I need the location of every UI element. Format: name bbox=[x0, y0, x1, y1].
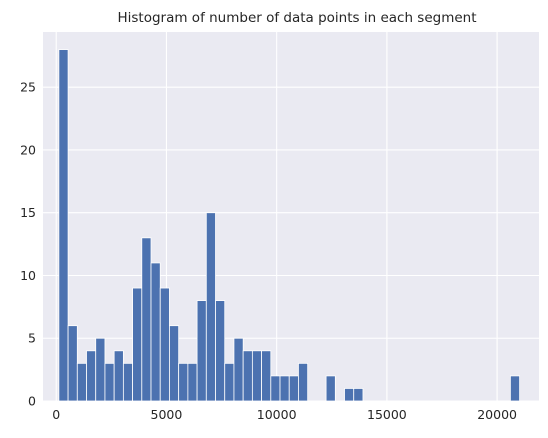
histogram-bar bbox=[261, 350, 272, 402]
histogram-bar bbox=[233, 337, 244, 402]
histogram-bars bbox=[58, 49, 521, 402]
histogram-bar bbox=[288, 375, 299, 402]
histogram-bar bbox=[251, 350, 262, 402]
histogram-bar bbox=[86, 350, 97, 402]
histogram-bar bbox=[178, 362, 189, 402]
histogram-bar bbox=[113, 350, 124, 402]
histogram-bar bbox=[242, 350, 253, 402]
y-tick-label: 10 bbox=[20, 268, 36, 283]
x-axis-ticks: 0 5000 10000 15000 20000 bbox=[52, 407, 517, 422]
histogram-bar bbox=[95, 337, 106, 402]
y-tick-label: 5 bbox=[28, 331, 36, 346]
histogram-bar bbox=[279, 375, 290, 402]
histogram-bar bbox=[159, 287, 170, 402]
grid-lines bbox=[43, 32, 539, 402]
y-tick-label: 25 bbox=[20, 80, 36, 95]
histogram-bar bbox=[58, 49, 69, 402]
histogram-bar bbox=[325, 375, 336, 402]
plot-area bbox=[43, 32, 539, 401]
histogram-bar bbox=[67, 325, 78, 402]
histogram-bar bbox=[215, 300, 226, 402]
y-tick-label: 20 bbox=[20, 142, 36, 157]
y-tick-label: 0 bbox=[28, 394, 36, 409]
histogram-bar bbox=[169, 325, 180, 402]
y-axis-ticks: 0 5 10 15 20 25 bbox=[20, 80, 36, 409]
x-tick-label: 10000 bbox=[257, 407, 297, 422]
histogram-bar bbox=[132, 287, 143, 402]
histogram-bar bbox=[509, 375, 521, 402]
histogram-bar bbox=[205, 212, 216, 402]
y-tick-label: 15 bbox=[20, 205, 36, 220]
histogram-bar bbox=[298, 362, 309, 402]
histogram-bar bbox=[344, 388, 355, 402]
histogram-bar bbox=[224, 362, 235, 402]
histogram-bar bbox=[141, 237, 152, 402]
histogram-bar bbox=[76, 362, 87, 402]
histogram-bar bbox=[150, 262, 161, 402]
x-tick-label: 20000 bbox=[477, 407, 517, 422]
histogram-bar bbox=[104, 362, 115, 402]
x-tick-label: 15000 bbox=[367, 407, 407, 422]
histogram-bar bbox=[353, 388, 364, 402]
histogram-bar bbox=[122, 362, 133, 402]
x-tick-label: 5000 bbox=[151, 407, 183, 422]
x-tick-label: 0 bbox=[52, 407, 60, 422]
histogram-bar bbox=[187, 362, 198, 402]
chart-title: Histogram of number of data points in ea… bbox=[117, 10, 476, 26]
histogram-bar bbox=[270, 375, 281, 402]
histogram-bar bbox=[196, 300, 207, 402]
